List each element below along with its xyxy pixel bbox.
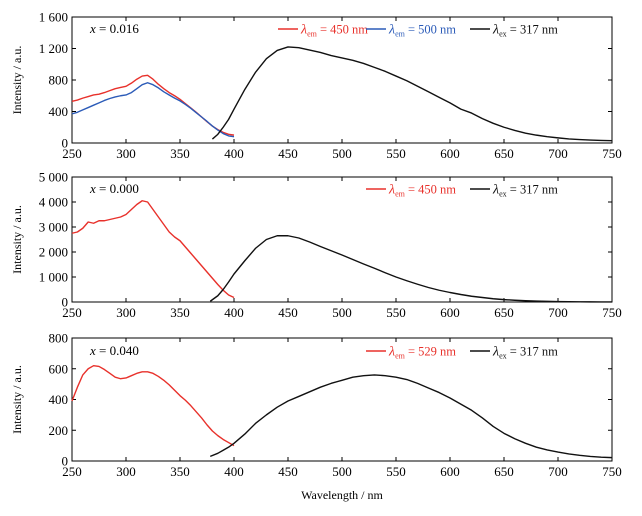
y-tick-label: 800: [49, 73, 69, 88]
x-tick-label: 750: [602, 146, 622, 161]
panel-middle: 250 300 350 400 450 500 550 600 650 700 750 0 1 000 2…: [10, 170, 622, 321]
x-tick-label: 450: [278, 305, 298, 320]
series-line-ex-1: [209, 374, 613, 459]
y-tick-label: 0: [62, 454, 69, 469]
x-tick-label: 300: [116, 146, 136, 161]
x-tick-label: 400: [224, 146, 244, 161]
legend-label: λex = 317 nm: [492, 23, 558, 39]
x-tick-label: 500: [332, 464, 352, 479]
x-tick-label: 450: [278, 146, 298, 161]
x-tick-label: 600: [440, 305, 460, 320]
composition-annotation: x = 0.040: [89, 343, 139, 358]
x-tick-label: 450: [278, 464, 298, 479]
x-tick-label: 650: [494, 146, 514, 161]
x-tick-label: 250: [62, 305, 82, 320]
y-tick-label: 400: [49, 392, 69, 407]
x-tick-label: 600: [440, 146, 460, 161]
legend-label: λem = 529 nm: [388, 345, 456, 361]
y-axis-label: Intensity / a.u.: [10, 365, 24, 434]
y-tick-label: 5 000: [39, 170, 68, 185]
x-tick-label: 750: [602, 305, 622, 320]
series-line-em-1: [71, 82, 235, 138]
x-tick-label: 700: [548, 146, 568, 161]
x-tick-label: 700: [548, 305, 568, 320]
legend-item: λex = 317 nm: [470, 23, 558, 39]
y-tick-label: 200: [49, 423, 69, 438]
y-tick-label: 0: [62, 295, 69, 310]
legend-label: λem = 450 nm: [388, 183, 456, 199]
x-tick-label: 500: [332, 305, 352, 320]
legend-item: λex = 317 nm: [470, 345, 558, 361]
y-tick-label: 3 000: [39, 220, 68, 235]
y-tick-label: 4 000: [39, 195, 68, 210]
y-tick-label: 1 600: [39, 10, 68, 25]
legend-item: λem = 450 nm: [366, 183, 456, 199]
series-line-em-0: [71, 200, 235, 299]
legend-label: λem = 500 nm: [388, 23, 456, 39]
y-tick-label: 1 200: [39, 41, 68, 56]
legend-label: λex = 317 nm: [492, 345, 558, 361]
x-tick-label: 550: [386, 146, 406, 161]
x-tick-label: 300: [116, 464, 136, 479]
y-tick-label: 400: [49, 104, 69, 119]
y-tick-label: 800: [49, 331, 69, 346]
x-tick-label: 600: [440, 464, 460, 479]
x-tick-label: 550: [386, 305, 406, 320]
x-tick-label: 650: [494, 305, 514, 320]
panel-bottom: 250 300 350 400 450 500 550 600 650 700 750 0 200 400…: [10, 331, 622, 503]
x-tick-label: 300: [116, 305, 136, 320]
x-tick-label: 400: [224, 464, 244, 479]
legend-item: λem = 500 nm: [366, 23, 456, 39]
y-tick-label: 600: [49, 361, 69, 376]
x-tick-label: 350: [170, 146, 190, 161]
composition-annotation: x = 0.016: [89, 21, 139, 36]
x-tick-label: 350: [170, 464, 190, 479]
x-tick-label: 350: [170, 305, 190, 320]
x-tick-label: 250: [62, 464, 82, 479]
x-tick-label: 700: [548, 464, 568, 479]
legend-item: λex = 317 nm: [470, 183, 558, 199]
x-tick-label: 650: [494, 464, 514, 479]
series-line-ex-2: [211, 46, 613, 142]
y-tick-label: 1 000: [39, 270, 68, 285]
x-tick-label: 400: [224, 305, 244, 320]
series-line-em-0: [71, 364, 235, 447]
legend-item: λem = 529 nm: [366, 345, 456, 361]
x-axis-label: Wavelength / nm: [301, 488, 383, 502]
legend-label: λem = 450 nm: [300, 23, 368, 39]
y-axis-label: Intensity / a.u.: [10, 46, 24, 115]
x-tick-label: 750: [602, 464, 622, 479]
x-tick-label: 250: [62, 146, 82, 161]
legend-label: λex = 317 nm: [492, 183, 558, 199]
series-line-ex-1: [209, 235, 613, 303]
composition-annotation: x = 0.000: [89, 181, 139, 196]
y-axis-label: Intensity / a.u.: [10, 205, 24, 274]
y-tick-label: 2 000: [39, 245, 68, 260]
panel-top: 250 300 350 400 450 500 550 600 650 700 750 0 400 800…: [10, 10, 622, 162]
x-tick-label: 500: [332, 146, 352, 161]
legend-item: λem = 450 nm: [278, 23, 368, 39]
x-tick-label: 550: [386, 464, 406, 479]
y-tick-label: 0: [62, 136, 69, 151]
